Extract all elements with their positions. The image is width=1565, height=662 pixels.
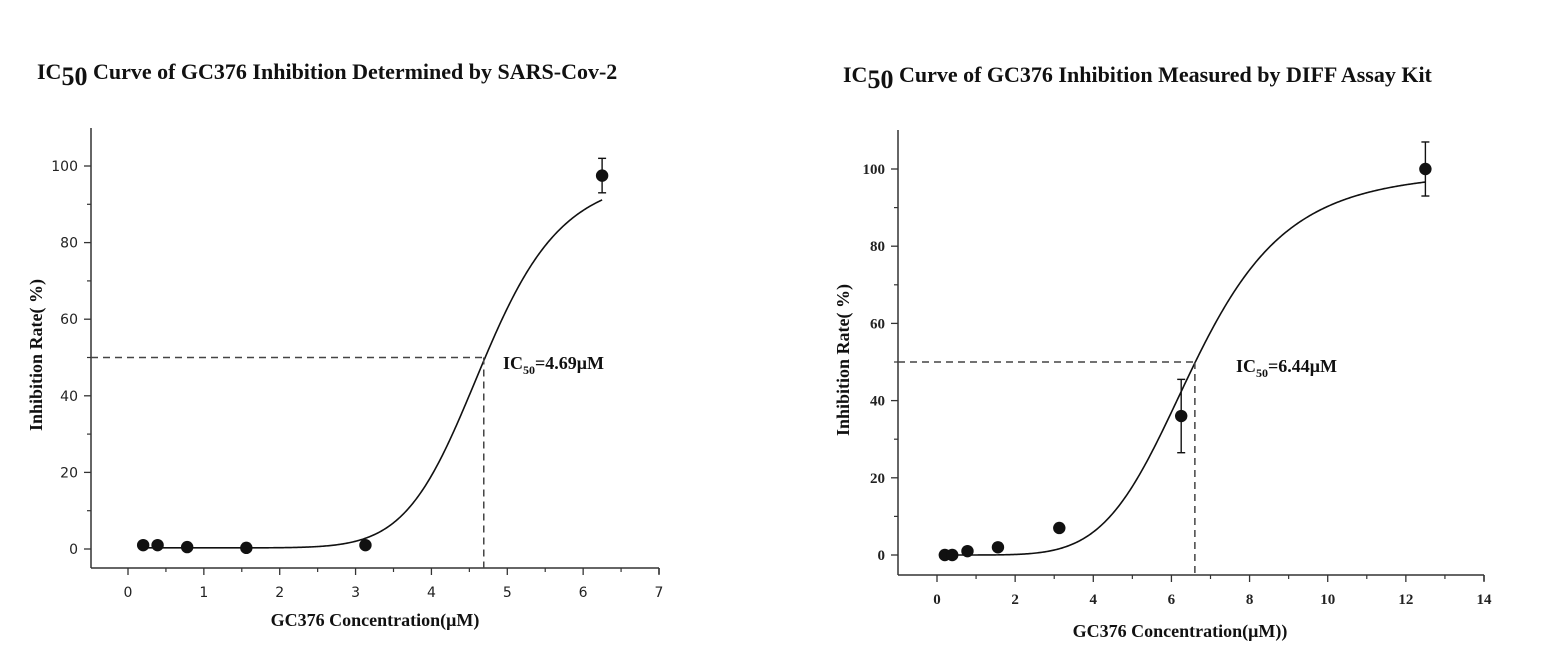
data-point xyxy=(136,538,150,552)
x-tick-label: 12 xyxy=(1398,592,1413,608)
ic50-annotation: IC50=4.69μM xyxy=(503,353,604,377)
axes: 0 1 2 3 4 5 6 7 0 20 40 60 80 100 xyxy=(51,128,663,601)
axes: 0 2 4 6 8 10 12 14 0 20 40 60 80 100 xyxy=(863,130,1493,608)
data-point xyxy=(961,544,974,558)
chart-title: IC50 Curve of GC376 Inhibition Determine… xyxy=(37,59,617,91)
marks xyxy=(898,141,1432,575)
marks xyxy=(91,157,609,568)
x-tick-label: 1 xyxy=(199,585,208,601)
x-tick-label: 5 xyxy=(503,585,512,601)
y-axis-label: Inhibition Rate( %) xyxy=(833,284,854,436)
x-tick-label: 7 xyxy=(655,585,664,601)
data-point xyxy=(1419,162,1432,176)
x-tick-label: 14 xyxy=(1477,592,1493,608)
chart-sars-cov-2: IC50 Curve of GC376 Inhibition Determine… xyxy=(26,59,663,631)
y-tick-label: 80 xyxy=(870,239,885,255)
y-tick-label: 100 xyxy=(51,159,78,175)
chart-title: IC50 Curve of GC376 Inhibition Measured … xyxy=(843,62,1433,94)
y-tick-label: 40 xyxy=(870,394,885,410)
data-point xyxy=(595,169,609,182)
x-tick-label: 0 xyxy=(124,585,133,601)
chart-diff-assay-kit: IC50 Curve of GC376 Inhibition Measured … xyxy=(833,62,1492,642)
y-tick-label: 0 xyxy=(878,548,886,564)
x-tick-label: 6 xyxy=(1168,592,1176,608)
x-tick-label: 2 xyxy=(1011,592,1019,608)
data-point xyxy=(359,538,372,552)
data-point xyxy=(151,538,164,552)
y-tick-label: 100 xyxy=(863,162,886,178)
x-tick-label: 8 xyxy=(1246,592,1254,608)
x-axis-label: GC376 Concentration(μM)) xyxy=(1073,621,1288,642)
x-tick-label: 4 xyxy=(1090,592,1098,608)
y-tick-label: 80 xyxy=(60,236,78,252)
x-tick-label: 10 xyxy=(1320,592,1335,608)
x-tick-label: 4 xyxy=(427,585,436,601)
data-point xyxy=(1174,409,1188,423)
data-point xyxy=(946,548,959,562)
y-tick-label: 40 xyxy=(60,389,78,405)
x-tick-label: 6 xyxy=(579,585,588,601)
y-tick-label: 20 xyxy=(60,465,78,481)
x-axis-label: GC376 Concentration(μM) xyxy=(271,610,480,631)
data-point xyxy=(180,540,194,554)
y-tick-label: 0 xyxy=(69,542,78,558)
y-axis-label: Inhibition Rate( %) xyxy=(26,279,47,431)
data-point xyxy=(1053,521,1066,535)
y-tick-label: 60 xyxy=(870,316,885,332)
fitted-curve xyxy=(143,199,603,549)
fitted-curve xyxy=(944,181,1426,556)
x-tick-label: 0 xyxy=(933,592,941,608)
y-tick-label: 20 xyxy=(870,471,885,487)
y-tick-label: 60 xyxy=(60,312,78,328)
data-point xyxy=(991,541,1005,554)
ic50-annotation: IC50=6.44μM xyxy=(1236,356,1337,380)
x-tick-label: 2 xyxy=(275,585,284,601)
x-tick-label: 3 xyxy=(351,585,360,601)
data-point xyxy=(240,541,253,555)
